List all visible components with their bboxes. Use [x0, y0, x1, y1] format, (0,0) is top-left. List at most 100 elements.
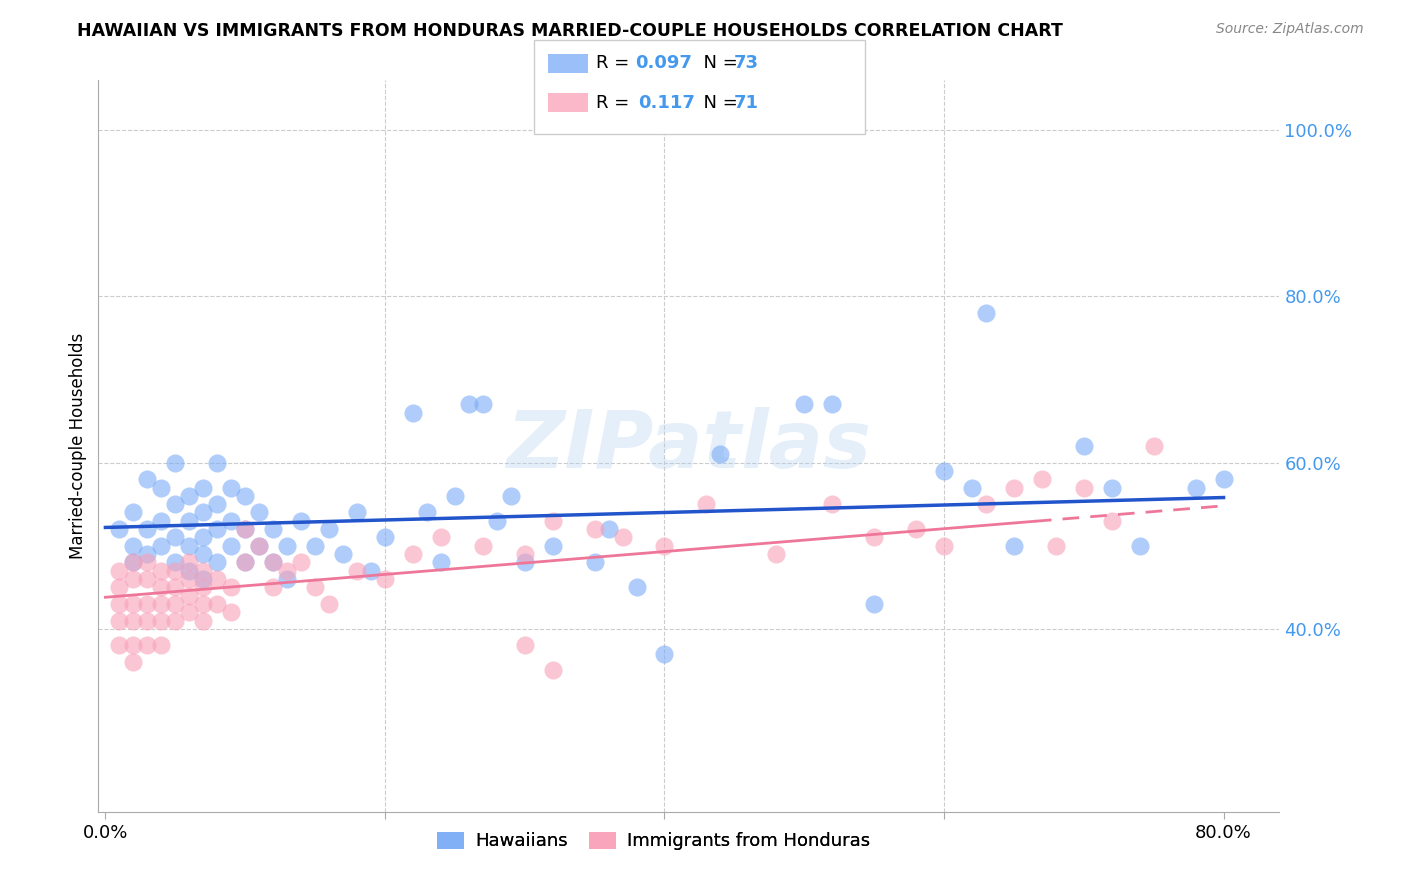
Point: [179, 555, 201, 569]
Point: [1184, 481, 1206, 495]
Point: [318, 597, 340, 611]
Point: [193, 580, 215, 594]
Text: N =: N =: [692, 94, 744, 112]
Point: [122, 539, 145, 553]
Point: [219, 539, 242, 553]
Text: 0.097: 0.097: [636, 54, 692, 72]
Point: [150, 639, 173, 653]
Point: [262, 580, 284, 594]
Point: [541, 514, 564, 528]
Point: [205, 572, 228, 586]
Point: [513, 547, 536, 561]
Point: [247, 539, 270, 553]
Point: [165, 497, 187, 511]
Point: [598, 522, 620, 536]
Point: [583, 555, 606, 569]
Text: R =: R =: [596, 94, 641, 112]
Point: [974, 306, 997, 320]
Point: [318, 522, 340, 536]
Point: [276, 539, 298, 553]
Point: [219, 605, 242, 619]
Point: [541, 664, 564, 678]
Point: [179, 539, 201, 553]
Point: [485, 514, 508, 528]
Point: [205, 522, 228, 536]
Point: [793, 397, 815, 411]
Point: [136, 597, 159, 611]
Point: [932, 464, 955, 478]
Point: [165, 564, 187, 578]
Point: [179, 572, 201, 586]
Legend: Hawaiians, Immigrants from Honduras: Hawaiians, Immigrants from Honduras: [430, 824, 877, 857]
Point: [122, 555, 145, 569]
Point: [247, 506, 270, 520]
Point: [765, 547, 787, 561]
Point: [136, 472, 159, 486]
Point: [654, 539, 676, 553]
Point: [374, 572, 396, 586]
Point: [122, 655, 145, 669]
Point: [193, 547, 215, 561]
Point: [430, 530, 453, 544]
Point: [233, 555, 256, 569]
Point: [304, 539, 326, 553]
Text: N =: N =: [692, 54, 744, 72]
Point: [262, 555, 284, 569]
Text: ZIPatlas: ZIPatlas: [506, 407, 872, 485]
Text: Source: ZipAtlas.com: Source: ZipAtlas.com: [1216, 22, 1364, 37]
Point: [499, 489, 522, 503]
Point: [179, 489, 201, 503]
Point: [205, 456, 228, 470]
Point: [108, 614, 131, 628]
Point: [863, 530, 886, 544]
Point: [1002, 539, 1025, 553]
Point: [150, 597, 173, 611]
Point: [1073, 439, 1095, 453]
Point: [233, 489, 256, 503]
Point: [443, 489, 465, 503]
Point: [205, 555, 228, 569]
Point: [193, 572, 215, 586]
Point: [821, 497, 844, 511]
Point: [122, 597, 145, 611]
Point: [932, 539, 955, 553]
Point: [219, 514, 242, 528]
Point: [150, 614, 173, 628]
Point: [346, 506, 368, 520]
Text: HAWAIIAN VS IMMIGRANTS FROM HONDURAS MARRIED-COUPLE HOUSEHOLDS CORRELATION CHART: HAWAIIAN VS IMMIGRANTS FROM HONDURAS MAR…: [77, 22, 1063, 40]
Point: [1002, 481, 1025, 495]
Point: [136, 522, 159, 536]
Point: [193, 564, 215, 578]
Point: [136, 572, 159, 586]
Point: [863, 597, 886, 611]
Point: [290, 555, 312, 569]
Point: [193, 614, 215, 628]
Point: [193, 530, 215, 544]
Point: [179, 605, 201, 619]
Point: [219, 580, 242, 594]
Point: [471, 539, 494, 553]
Point: [150, 514, 173, 528]
Point: [346, 564, 368, 578]
Point: [513, 555, 536, 569]
Point: [165, 530, 187, 544]
Point: [122, 639, 145, 653]
Point: [165, 456, 187, 470]
Point: [1129, 539, 1152, 553]
Point: [513, 639, 536, 653]
Point: [541, 539, 564, 553]
Point: [179, 589, 201, 603]
Point: [276, 564, 298, 578]
Point: [205, 497, 228, 511]
Point: [108, 639, 131, 653]
Point: [430, 555, 453, 569]
Point: [360, 564, 382, 578]
Point: [290, 514, 312, 528]
Point: [974, 497, 997, 511]
Point: [276, 572, 298, 586]
Point: [150, 580, 173, 594]
Point: [136, 614, 159, 628]
Point: [612, 530, 634, 544]
Point: [402, 406, 425, 420]
Point: [304, 580, 326, 594]
